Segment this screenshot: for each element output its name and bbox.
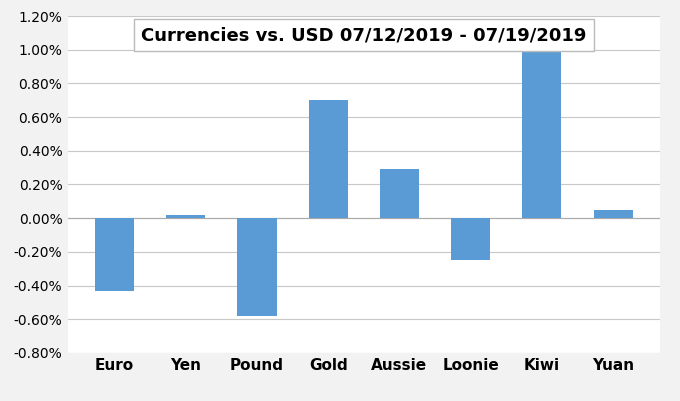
Bar (522, 38, 562, 218)
Bar (380, 169, 419, 218)
Bar (451, 218, 490, 260)
Text: Currencies vs. USD 07/12/2019 - 07/19/2019: Currencies vs. USD 07/12/2019 - 07/19/20… (141, 26, 586, 44)
Bar (309, 100, 347, 218)
Bar (166, 215, 205, 218)
Bar (95, 218, 134, 291)
Bar (594, 210, 632, 218)
Bar (237, 218, 277, 316)
